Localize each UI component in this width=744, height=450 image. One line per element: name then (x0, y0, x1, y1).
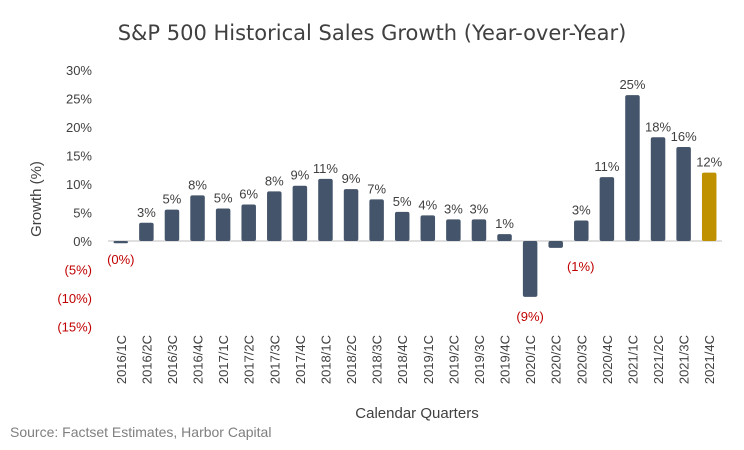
y-tick-label: 20% (66, 120, 92, 135)
bar (190, 195, 205, 241)
y-tick-label: 5% (73, 206, 92, 221)
x-tick-label: 2020/2C (549, 335, 564, 384)
data-label: 3% (572, 202, 591, 217)
data-label: 11% (594, 159, 619, 174)
data-label: 8% (188, 177, 207, 192)
bar (164, 209, 180, 241)
data-label: 3% (137, 205, 156, 220)
x-tick-label: 2021/1C (625, 335, 640, 384)
x-tick-label: 2016/1C (114, 335, 129, 384)
x-tick-label: 2020/3C (574, 335, 589, 384)
bar (113, 241, 129, 244)
x-tick-label: 2018/2C (344, 335, 359, 384)
x-tick-label: 2021/3C (677, 335, 692, 384)
bar (599, 177, 615, 241)
data-label: (9%) (516, 309, 543, 324)
x-tick-label: 2021/4C (702, 335, 717, 384)
data-label: (1%) (567, 259, 594, 274)
x-tick-label: 2018/4C (395, 335, 410, 384)
x-tick-label: 2019/4C (498, 335, 513, 384)
data-label: 8% (265, 173, 284, 188)
data-label: 5% (214, 191, 233, 206)
data-label: 3% (470, 201, 489, 216)
bar (548, 241, 563, 248)
bar (650, 137, 666, 241)
x-tick-label: 2018/3C (370, 335, 385, 384)
data-label: 12% (696, 155, 722, 170)
x-tick-label: 2016/3C (165, 335, 180, 384)
y-tick-label: 10% (66, 177, 92, 192)
bar (574, 220, 589, 241)
data-label: 7% (367, 181, 386, 196)
bar (701, 172, 717, 241)
data-labels: (0%) 3% 5% 8% 5% 6% 8% 9% 11% 9% 7% 5% 4% 3% 3% 1% (9%) (… (107, 77, 723, 324)
x-tick-label: 2019/1C (421, 335, 436, 384)
bar (522, 241, 538, 297)
bar (394, 211, 410, 241)
bar (267, 191, 282, 241)
x-tick-label: 2019/3C (472, 335, 487, 384)
y-tick-label: 15% (66, 149, 92, 164)
x-axis: 2016/1C 2016/2C 2016/3C 2016/4C 2017/1C 2017/… (114, 335, 717, 384)
data-label: 16% (671, 129, 697, 144)
bar (241, 204, 256, 241)
data-label: 1% (495, 216, 514, 231)
x-tick-label: 2017/3C (267, 335, 282, 384)
data-label: 9% (290, 168, 309, 183)
data-label: 5% (163, 192, 182, 207)
x-tick-label: 2017/1C (216, 335, 231, 384)
x-axis-title: Calendar Quarters (355, 405, 478, 422)
bar (446, 219, 461, 241)
y-tick-label: 30% (66, 63, 92, 78)
y-tick-label: 25% (66, 92, 92, 107)
bar (497, 234, 512, 241)
data-label: 18% (645, 119, 671, 134)
bar (318, 178, 333, 241)
bar (343, 189, 359, 241)
x-tick-label: 2020/4C (600, 335, 615, 384)
data-label: 4% (418, 197, 437, 212)
chart-title: S&P 500 Historical Sales Growth (Year-ov… (118, 21, 627, 45)
data-label: 11% (313, 161, 338, 176)
bar (420, 215, 436, 241)
bar (139, 222, 154, 241)
data-label: 25% (619, 77, 645, 92)
x-tick-label: 2018/1C (318, 335, 333, 384)
data-label: 5% (393, 194, 412, 209)
y-axis: 30% 25% 20% 15% 10% 5% 0% (5%) (10%) (15%) (57, 63, 92, 335)
x-tick-label: 2016/4C (191, 335, 206, 384)
x-tick-label: 2019/2C (446, 335, 461, 384)
bar (369, 199, 384, 241)
bar (471, 219, 487, 241)
y-tick-label: 0% (73, 234, 92, 249)
x-tick-label: 2017/2C (242, 335, 257, 384)
bars (113, 95, 717, 297)
data-label: 9% (342, 171, 361, 186)
y-tick-label: (15%) (57, 320, 92, 335)
x-tick-label: 2020/1C (523, 335, 538, 384)
y-axis-title: Growth (%) (28, 161, 45, 237)
data-label: 3% (444, 201, 463, 216)
x-tick-label: 2016/2C (139, 335, 154, 384)
bar (292, 185, 308, 241)
y-tick-label: (10%) (57, 291, 92, 306)
data-label: (0%) (107, 252, 134, 267)
bar (215, 208, 231, 241)
x-tick-label: 2017/4C (293, 335, 308, 384)
source-note: Source: Factset Estimates, Harbor Capita… (10, 424, 272, 440)
data-label: 6% (239, 187, 258, 202)
bar (625, 95, 640, 241)
x-tick-label: 2021/2C (651, 335, 666, 384)
y-tick-label: (5%) (65, 263, 92, 278)
bar (676, 146, 691, 241)
